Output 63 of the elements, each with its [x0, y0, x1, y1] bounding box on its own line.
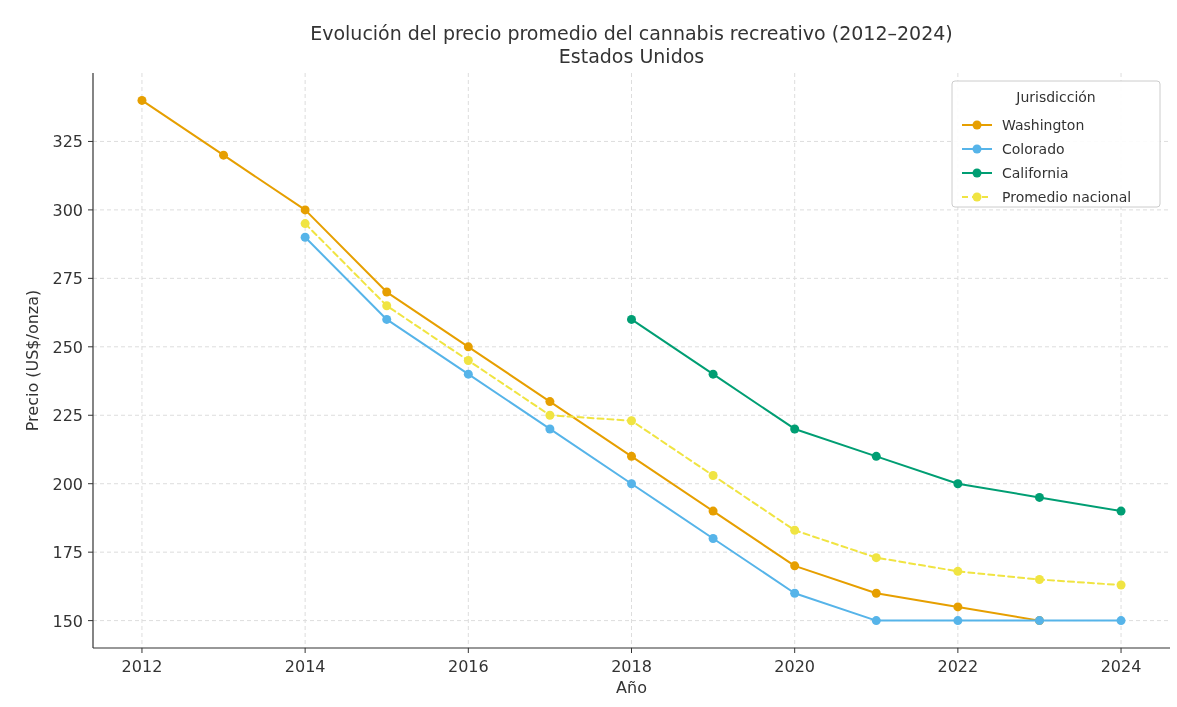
x-tick-label: 2022 [937, 657, 979, 676]
point [463, 369, 473, 379]
point [871, 588, 881, 598]
legend-label: Colorado [1002, 141, 1065, 157]
y-tick-label: 225 [52, 406, 83, 426]
point [790, 561, 800, 571]
point [1116, 616, 1126, 626]
point [708, 506, 718, 516]
point [627, 479, 636, 489]
point [300, 232, 310, 242]
point [953, 479, 963, 489]
y-tick-label: 200 [52, 474, 83, 494]
point [545, 424, 555, 434]
point [790, 525, 800, 535]
point [708, 369, 718, 379]
x-tick-label: 2020 [774, 657, 816, 676]
y-tick-label: 325 [52, 132, 83, 152]
y-tick-label: 150 [52, 611, 83, 631]
point [1116, 580, 1126, 590]
x-tick-label: 2018 [611, 657, 652, 676]
point [545, 397, 555, 407]
point [871, 553, 881, 563]
x-axis-title: Año [616, 678, 647, 697]
y-tick-label: 175 [52, 543, 83, 563]
point [953, 602, 963, 612]
point [871, 451, 881, 461]
point [463, 342, 473, 352]
y-tick-label: 300 [52, 200, 83, 220]
point [1034, 492, 1044, 502]
x-tick-label: 2016 [447, 657, 489, 676]
chart-subtitle: Estados Unidos [558, 45, 705, 67]
y-tick-label: 275 [52, 269, 83, 289]
legend-label: Washington [1002, 117, 1085, 133]
point [545, 410, 555, 420]
point [953, 566, 963, 576]
point [137, 95, 147, 105]
x-tick-label: 2014 [284, 657, 326, 676]
point [627, 451, 636, 461]
point [300, 205, 310, 215]
x-tick-label: 2012 [121, 657, 163, 676]
legend-label: California [1002, 165, 1069, 181]
x-tick-label: 2024 [1100, 657, 1142, 676]
point [627, 416, 636, 426]
point [382, 301, 392, 311]
point [382, 287, 392, 297]
point [953, 616, 963, 626]
point [627, 314, 636, 324]
legend-label: Promedio nacional [1002, 189, 1132, 205]
point [300, 219, 310, 229]
y-tick-label: 250 [52, 337, 83, 357]
point [708, 533, 718, 543]
point [790, 588, 800, 598]
point [1034, 575, 1044, 585]
y-axis-title: Precio (US$/onza) [23, 289, 42, 432]
chart-title: Evolución del precio promedio del cannabis recreativo (2012–2024) [310, 22, 953, 44]
point [219, 150, 229, 160]
point [708, 471, 718, 480]
legend-title: Jurisdicción [1015, 89, 1096, 105]
point [382, 314, 392, 324]
point [463, 356, 473, 365]
point [871, 616, 881, 626]
point [790, 424, 800, 434]
point [1116, 506, 1126, 516]
